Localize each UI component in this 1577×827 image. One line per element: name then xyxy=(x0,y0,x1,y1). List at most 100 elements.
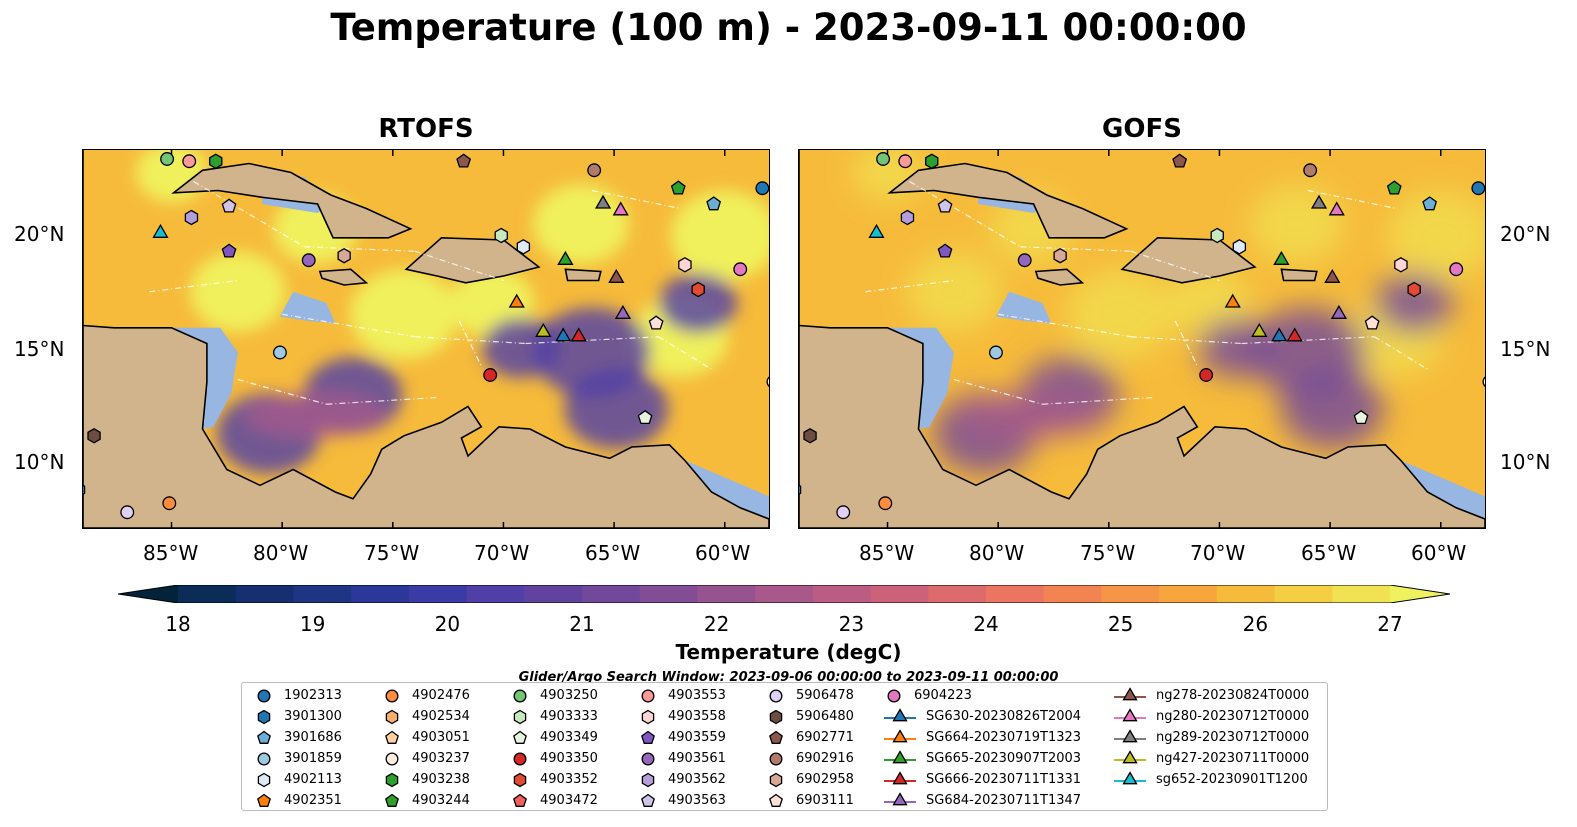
legend-label: 4903238 xyxy=(412,771,470,787)
obs-marker-ng427-20230711T0000 xyxy=(1251,322,1268,337)
obs-marker-3901686 xyxy=(706,196,722,211)
obs-marker-1902313 xyxy=(755,181,769,196)
obs-marker-4903237 xyxy=(766,376,769,388)
legend-marker-pentagon xyxy=(385,730,399,744)
colorbar-bin xyxy=(1274,585,1333,603)
obs-marker-4903333 xyxy=(494,227,508,244)
obs-marker-4903562 xyxy=(184,209,199,226)
obs-marker-4903333 xyxy=(1210,227,1224,244)
colorbar-low-extend xyxy=(118,585,178,603)
obs-marker-4903237 xyxy=(1482,376,1485,388)
obs-marker-ng289-20230712T0000 xyxy=(1310,194,1328,209)
legend-item: 4903237 xyxy=(380,748,470,768)
obs-marker-6902916 xyxy=(587,163,602,178)
obs-marker-4903561 xyxy=(1017,253,1032,268)
lat-label-15n-right: 15°N xyxy=(1500,337,1551,361)
legend-item: SG684-20230711T1347 xyxy=(882,790,1081,810)
colorbar-bin xyxy=(697,585,756,603)
legend-item: SG664-20230719T1323 xyxy=(882,727,1081,747)
obs-marker-SG684-20230711T1347 xyxy=(614,304,632,319)
land-centralAm xyxy=(83,150,769,528)
legend-marker-hexagon xyxy=(641,709,655,725)
obs-marker-6902916 xyxy=(1303,163,1318,178)
legend-marker-circle xyxy=(641,689,655,703)
colorbar-bin xyxy=(928,585,987,603)
colorbar-bin xyxy=(986,585,1045,603)
legend-label: 3901859 xyxy=(284,750,342,766)
legend-label: 3901300 xyxy=(284,708,342,724)
colorbar-tick-label: 23 xyxy=(838,612,865,636)
legend-label: 5906480 xyxy=(796,708,854,724)
colorbar-bin xyxy=(1043,585,1103,603)
colorbar-bin xyxy=(1101,585,1160,603)
legend-item: 4903352 xyxy=(508,769,598,789)
lon-label-85w: 85°W xyxy=(143,541,199,565)
legend-marker-hexagon xyxy=(257,709,271,725)
obs-marker-4903349 xyxy=(637,409,653,425)
legend-marker-triangle xyxy=(1122,729,1138,743)
obs-marker-ng280-20230712T0000 xyxy=(612,201,629,216)
legend-item: 4903333 xyxy=(508,706,598,726)
land-jamaica xyxy=(1034,268,1085,286)
land-hispaniola xyxy=(1120,236,1257,284)
obs-marker-SG665-20230907T2003 xyxy=(557,250,574,265)
legend-marker-circle xyxy=(641,752,655,766)
legend-label: 4903333 xyxy=(540,708,598,724)
gofs-map[interactable] xyxy=(798,149,1486,529)
colorbar-bin xyxy=(235,585,295,603)
legend-label: 4902351 xyxy=(284,792,342,808)
legend-marker-hexagon xyxy=(769,709,783,725)
figure-title: Temperature (100 m) - 2023-09-11 00:00:0… xyxy=(330,6,1247,49)
obs-marker-6902958 xyxy=(1053,247,1067,264)
obs-marker-SG630-20230826T2004 xyxy=(1271,327,1288,342)
legend-marker-pentagon xyxy=(641,730,655,744)
obs-marker-ng278-20230824T0000 xyxy=(608,268,625,283)
obs-marker-4903561 xyxy=(301,253,316,268)
obs-marker-ng280-20230712T0000 xyxy=(1328,201,1345,216)
obs-marker-SG665-20230907T2003 xyxy=(1273,250,1290,265)
legend-marker-hexagon xyxy=(513,709,527,725)
legend-item: ng289-20230712T0000 xyxy=(1112,727,1309,747)
obs-marker-4902476 xyxy=(878,496,893,511)
obs-marker-4903244 xyxy=(1386,180,1402,195)
land-hispaniola xyxy=(404,236,541,284)
obs-marker-4902113 xyxy=(516,239,531,255)
legend-marker-hexagon xyxy=(641,772,655,788)
obs-marker-4903250 xyxy=(876,152,891,166)
lat-label-20n-right: 20°N xyxy=(1500,222,1551,246)
legend-label: 4903244 xyxy=(412,792,470,808)
colorbar-bin xyxy=(755,585,814,603)
legend-label: 4903558 xyxy=(668,708,726,724)
legend-item: 6902916 xyxy=(764,748,854,768)
lon-label-80w: 80°W xyxy=(969,541,1025,565)
legend-label: 4903237 xyxy=(412,750,470,766)
legend-marker-pentagon xyxy=(257,793,271,807)
land-puertorico xyxy=(564,268,602,282)
colorbar-bin xyxy=(524,585,583,603)
legend-label: SG630-20230826T2004 xyxy=(926,708,1082,724)
legend-marker-triangle xyxy=(1122,750,1138,764)
legend-marker-circle xyxy=(257,689,271,703)
obs-marker-SG664-20230719T1323 xyxy=(508,293,525,308)
legend-marker-hexagon xyxy=(257,772,271,788)
obs-marker-1902313 xyxy=(1471,181,1485,196)
legend-label: 4903250 xyxy=(540,687,598,703)
legend-item: 3901859 xyxy=(252,748,342,768)
legend-label: 6902958 xyxy=(796,771,854,787)
land-puertorico xyxy=(1280,268,1318,282)
lon-label-65w: 65°W xyxy=(1301,541,1357,565)
legend-item: 1902313 xyxy=(252,685,342,705)
colorbar-bin xyxy=(812,585,872,603)
legend-marker-circle xyxy=(385,689,399,703)
legend-item: 4903562 xyxy=(636,769,726,789)
legend-label: 4903563 xyxy=(668,792,726,808)
legend-marker-triangle xyxy=(892,708,908,722)
obs-marker-ng427-20230711T0000 xyxy=(535,322,552,337)
rtofs-panel-title: RTOFS xyxy=(378,114,474,144)
obs-marker-4903559 xyxy=(221,243,237,258)
rtofs-map[interactable] xyxy=(82,149,770,529)
legend-marker-triangle xyxy=(892,729,908,743)
legend-marker-pentagon xyxy=(769,730,783,744)
obs-marker-4903349 xyxy=(1353,409,1369,425)
legend-label: 4902534 xyxy=(412,708,470,724)
